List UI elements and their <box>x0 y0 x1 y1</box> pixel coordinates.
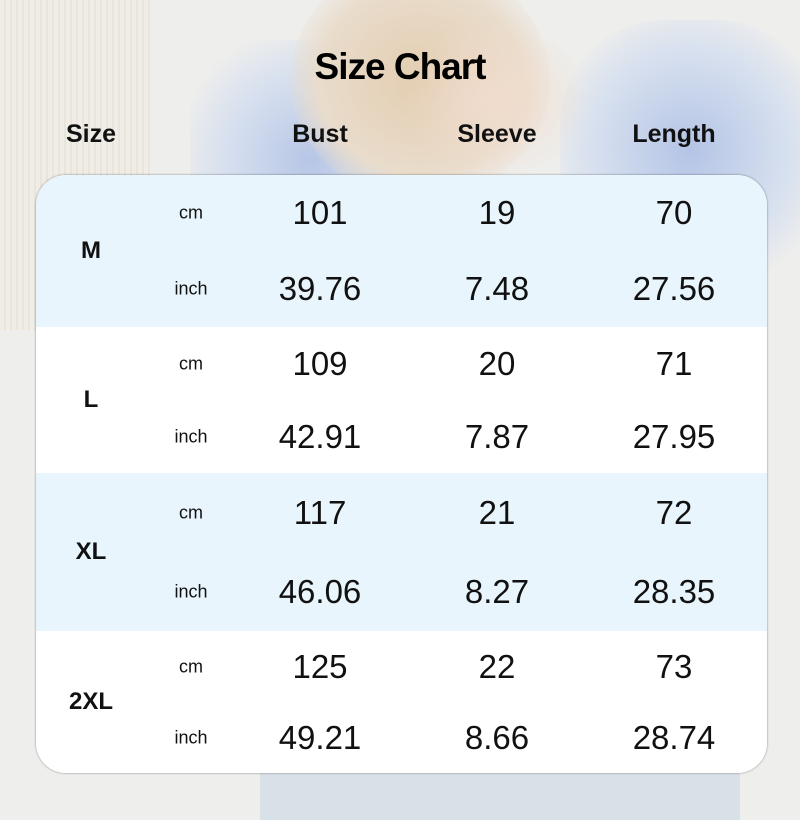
length-value: 27.56 <box>632 270 716 307</box>
size-row-2xl: 2XL cm 125 22 73 inch 49.21 8.66 28.74 <box>36 631 767 773</box>
size-row-xl: XL cm 117 21 72 inch 46.06 8.27 28.35 <box>36 473 767 631</box>
size-label: XL <box>75 538 107 565</box>
length-value: 70 <box>655 194 693 231</box>
chart-title: Size Chart <box>314 46 487 87</box>
unit-label: inch <box>174 278 208 299</box>
bust-value: 49.21 <box>278 718 362 756</box>
sleeve-value: 20 <box>478 344 516 382</box>
sleeve-value: 8.27 <box>464 572 530 610</box>
sleeve-value: 19 <box>478 194 516 231</box>
bust-value: 39.76 <box>278 270 362 307</box>
size-label: 2XL <box>68 688 114 715</box>
size-label: L <box>83 386 99 413</box>
unit-label: inch <box>174 581 208 601</box>
header-length: Length <box>632 120 716 148</box>
length-value: 72 <box>655 493 693 531</box>
neck <box>400 20 590 180</box>
sleeve-value: 22 <box>478 647 516 685</box>
size-label: M <box>81 237 101 264</box>
length-value: 28.35 <box>632 572 716 610</box>
bust-value: 109 <box>292 344 348 382</box>
header-size: Size <box>65 120 117 148</box>
length-value: 73 <box>655 647 693 685</box>
bust-value: 125 <box>292 647 348 685</box>
unit-label: inch <box>174 426 208 446</box>
sleeve-value: 8.66 <box>464 718 530 756</box>
header-sleeve: Sleeve <box>457 120 537 148</box>
unit-label: inch <box>174 727 208 747</box>
bust-value: 46.06 <box>278 572 362 610</box>
unit-label: cm <box>179 656 203 676</box>
length-value: 27.95 <box>632 417 716 455</box>
sleeve-value: 21 <box>478 493 516 531</box>
bust-value: 117 <box>293 493 347 531</box>
unit-label: cm <box>179 202 203 223</box>
length-value: 28.74 <box>632 718 716 756</box>
unit-label: cm <box>179 353 203 373</box>
sleeve-value: 7.87 <box>464 417 530 455</box>
length-value: 71 <box>655 344 693 382</box>
bust-value: 101 <box>292 194 348 231</box>
unit-label: cm <box>179 502 203 522</box>
sleeve-value: 7.48 <box>464 270 530 307</box>
header-bust: Bust <box>292 120 348 148</box>
bust-value: 42.91 <box>278 417 362 455</box>
